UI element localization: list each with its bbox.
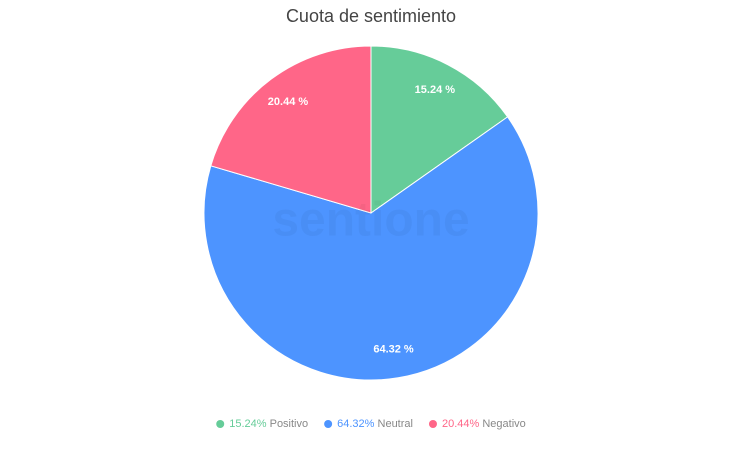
legend-marker	[324, 420, 333, 428]
pie-slice	[370, 45, 509, 214]
legend: 15.24% Positivo 64.32% Neutral 20.44% Nega…	[216, 418, 526, 430]
legend-value: 15.24%	[229, 418, 267, 430]
data-label: 20.44 %	[268, 96, 309, 108]
chart-title: Cuota de sentimiento	[286, 6, 456, 26]
legend-label: 20.44% Negativo	[442, 418, 526, 430]
data-label: 15.24 %	[415, 84, 456, 96]
legend-name: Positivo	[270, 418, 309, 430]
legend-marker	[428, 420, 437, 428]
legend-value: 20.44%	[442, 418, 480, 430]
legend-value: 64.32%	[337, 418, 375, 430]
data-label: 64.32 %	[373, 344, 414, 356]
legend-marker	[216, 420, 225, 428]
pie-slice	[210, 45, 372, 214]
watermark: sentione	[272, 194, 469, 247]
legend-label: 15.24% Positivo	[229, 418, 308, 430]
legend-name: Negativo	[482, 418, 525, 430]
legend-name: Neutral	[378, 418, 413, 430]
legend-label: 64.32% Neutral	[337, 418, 413, 430]
pie-slice	[203, 116, 539, 381]
